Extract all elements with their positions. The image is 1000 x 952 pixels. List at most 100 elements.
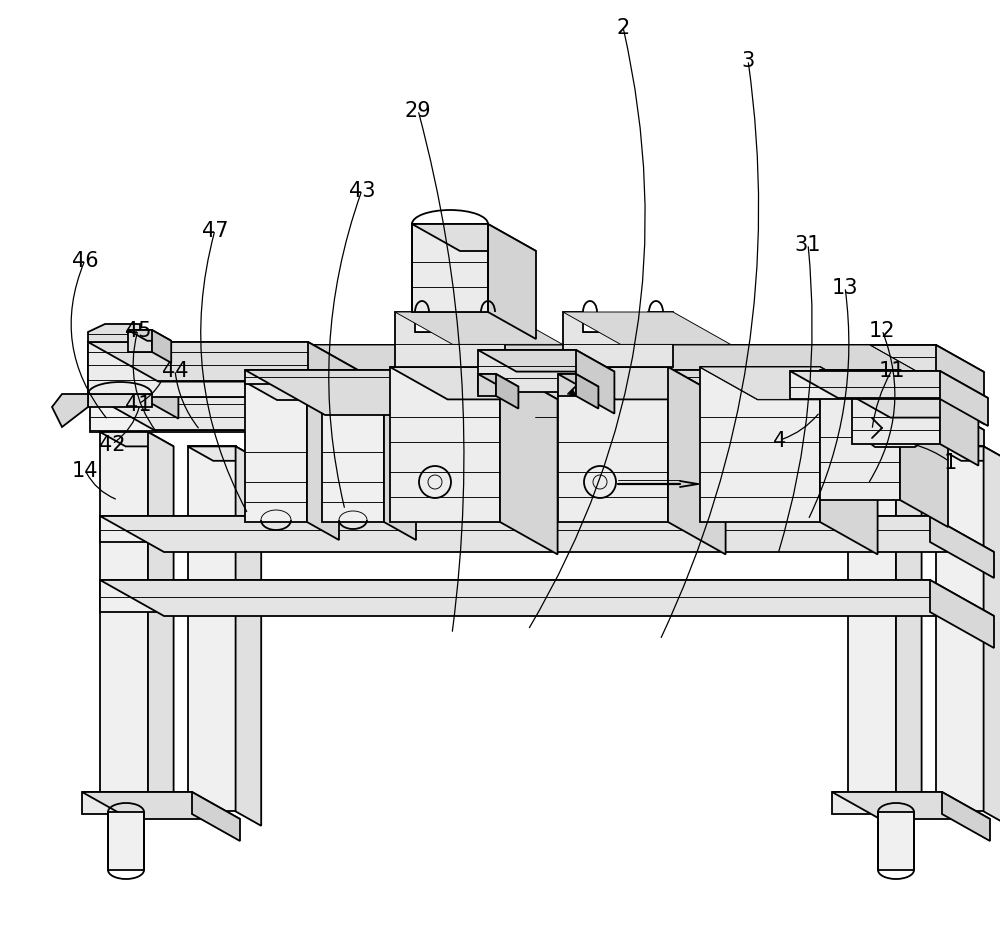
Polygon shape <box>558 374 598 387</box>
Polygon shape <box>832 792 990 819</box>
Polygon shape <box>188 446 261 462</box>
Polygon shape <box>700 367 878 400</box>
Polygon shape <box>563 312 673 367</box>
Polygon shape <box>500 367 558 555</box>
Polygon shape <box>936 446 984 811</box>
Polygon shape <box>558 367 668 523</box>
Polygon shape <box>290 350 328 414</box>
Polygon shape <box>790 371 940 400</box>
Text: 13: 13 <box>832 278 858 298</box>
Polygon shape <box>920 394 984 468</box>
Polygon shape <box>188 446 236 811</box>
Polygon shape <box>88 346 140 398</box>
Polygon shape <box>395 312 563 345</box>
Text: 44: 44 <box>162 361 188 381</box>
Polygon shape <box>412 225 536 251</box>
Polygon shape <box>936 346 984 425</box>
Polygon shape <box>558 367 726 400</box>
Polygon shape <box>245 383 307 523</box>
Polygon shape <box>88 346 984 372</box>
Polygon shape <box>52 394 88 427</box>
Polygon shape <box>478 374 518 387</box>
Polygon shape <box>478 350 614 372</box>
Text: 1: 1 <box>943 452 957 472</box>
Polygon shape <box>700 367 820 523</box>
Polygon shape <box>852 397 940 445</box>
Polygon shape <box>152 330 171 364</box>
Polygon shape <box>848 432 922 446</box>
Polygon shape <box>390 367 558 400</box>
Polygon shape <box>668 367 726 555</box>
Polygon shape <box>100 516 930 543</box>
Polygon shape <box>245 383 339 401</box>
Polygon shape <box>820 367 878 555</box>
Polygon shape <box>322 383 384 523</box>
Polygon shape <box>100 432 174 446</box>
Polygon shape <box>855 398 935 447</box>
Text: 47: 47 <box>202 221 228 241</box>
Polygon shape <box>160 350 328 372</box>
Polygon shape <box>100 581 930 612</box>
Bar <box>108 812 144 870</box>
Polygon shape <box>140 346 178 419</box>
Polygon shape <box>930 581 994 648</box>
Polygon shape <box>576 350 614 414</box>
Polygon shape <box>322 383 416 401</box>
Polygon shape <box>90 394 920 432</box>
Polygon shape <box>308 343 378 437</box>
Polygon shape <box>384 383 416 541</box>
Polygon shape <box>700 367 878 400</box>
Polygon shape <box>160 350 290 392</box>
Polygon shape <box>496 374 518 409</box>
Polygon shape <box>130 346 918 372</box>
Polygon shape <box>936 446 1000 462</box>
Text: 12: 12 <box>869 321 895 341</box>
Text: 3: 3 <box>741 51 755 71</box>
Polygon shape <box>100 432 148 797</box>
Polygon shape <box>576 374 598 409</box>
Text: 43: 43 <box>349 181 375 201</box>
Text: 29: 29 <box>405 101 431 121</box>
Polygon shape <box>128 330 152 352</box>
Polygon shape <box>88 325 140 343</box>
Text: 46: 46 <box>72 250 98 270</box>
Polygon shape <box>88 343 378 382</box>
Polygon shape <box>245 370 825 416</box>
Polygon shape <box>558 374 576 397</box>
Polygon shape <box>790 371 988 399</box>
Polygon shape <box>148 432 174 811</box>
Polygon shape <box>395 312 505 367</box>
Polygon shape <box>478 350 576 392</box>
Polygon shape <box>192 792 240 842</box>
Text: 4: 4 <box>773 430 787 450</box>
Polygon shape <box>900 370 948 527</box>
Polygon shape <box>940 397 978 466</box>
Text: 11: 11 <box>879 361 905 381</box>
Polygon shape <box>100 516 994 552</box>
Text: 2: 2 <box>616 18 630 38</box>
Polygon shape <box>88 343 308 398</box>
Text: 41: 41 <box>125 394 151 414</box>
Polygon shape <box>984 446 1000 826</box>
Polygon shape <box>848 432 896 797</box>
Polygon shape <box>940 371 988 426</box>
Text: 45: 45 <box>125 321 151 341</box>
Polygon shape <box>88 346 936 398</box>
Polygon shape <box>236 446 261 826</box>
Polygon shape <box>563 312 731 345</box>
Polygon shape <box>896 432 922 811</box>
Text: 31: 31 <box>795 235 821 255</box>
Polygon shape <box>930 516 994 579</box>
Polygon shape <box>245 370 745 385</box>
Polygon shape <box>852 397 978 418</box>
Polygon shape <box>100 581 994 616</box>
Polygon shape <box>745 370 825 429</box>
Polygon shape <box>90 394 984 430</box>
Polygon shape <box>82 792 192 814</box>
Polygon shape <box>832 792 942 814</box>
Polygon shape <box>307 383 339 541</box>
Bar <box>878 812 914 870</box>
Polygon shape <box>82 792 240 819</box>
Polygon shape <box>820 370 900 501</box>
Polygon shape <box>478 374 496 397</box>
